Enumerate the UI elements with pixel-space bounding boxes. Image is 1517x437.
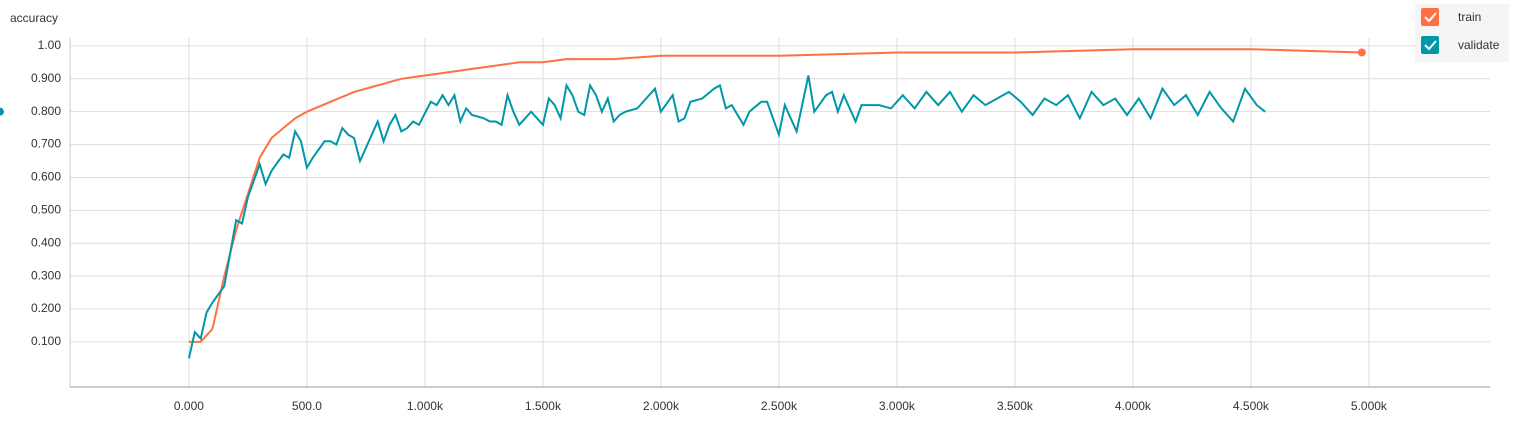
x-tick-label: 5.000k [1351,399,1388,413]
x-tick-label: 3.500k [997,399,1034,413]
series-line [187,75,1266,359]
y-tick-label: 1.00 [38,38,62,52]
y-tick-label: 0.500 [31,203,61,217]
x-tick-label: 500.0 [292,399,322,413]
x-tick-label: 2.000k [643,399,680,413]
y-tick-label: 0.800 [31,104,61,118]
end-point [1357,48,1366,57]
legend: train validate [1415,4,1509,62]
y-tick-label: 0.200 [31,301,61,315]
x-tick-label: 0.000 [174,399,204,413]
legend-check [1424,40,1437,51]
x-tick-label: 4.000k [1115,399,1152,413]
x-tick-label: 1.000k [407,399,444,413]
y-tick-label: 0.900 [31,71,61,85]
y-tick-label: 0.300 [31,268,61,282]
x-tick-label: 4.500k [1233,399,1270,413]
y-tick-label: 0.100 [31,334,61,348]
x-tick-label: 3.000k [879,399,916,413]
end-point [0,107,4,116]
series-line [188,48,1362,343]
y-tick-label: 0.400 [31,235,61,249]
x-tick-label: 1.500k [525,399,562,413]
legend-checkbox[interactable] [1421,8,1439,26]
legend-label: train [1458,10,1481,24]
legend-label: validate [1458,38,1500,52]
legend-checkbox[interactable] [1421,36,1439,54]
chart-title: accuracy [10,11,58,25]
x-tick-label: 2.500k [761,399,798,413]
y-tick-label: 0.600 [31,170,61,184]
legend-check [1424,12,1437,23]
y-tick-label: 0.700 [31,137,61,151]
